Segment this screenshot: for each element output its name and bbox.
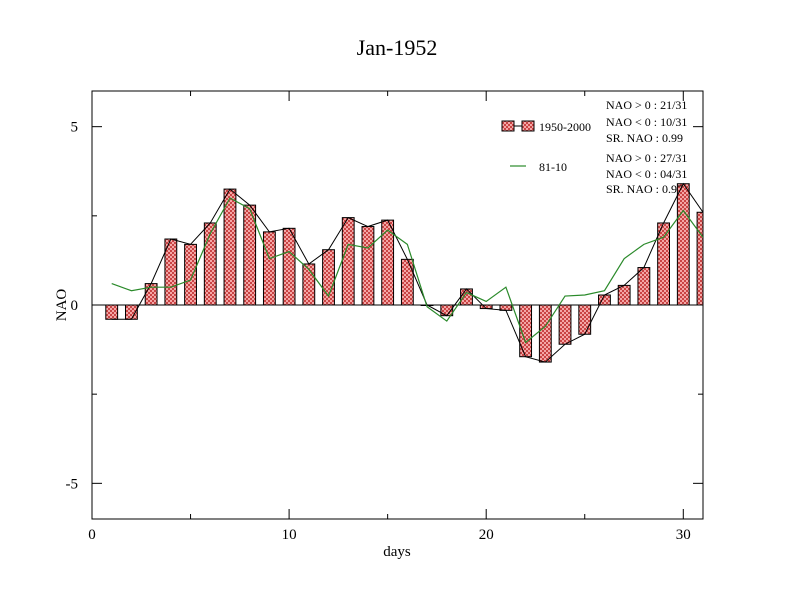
bars-series-1950-2000 xyxy=(105,183,704,363)
y-tick-label: -5 xyxy=(66,476,79,492)
stat-line: NAO < 0 : 10/31 xyxy=(606,115,687,129)
x-axis-label: days xyxy=(383,544,411,560)
bar-day-5 xyxy=(184,243,197,306)
stats-1950-2000: NAO > 0 : 21/31 NAO < 0 : 10/31 SR. NAO … xyxy=(606,98,687,145)
bar-day-27 xyxy=(617,284,631,306)
legend-label-1950-2000: 1950-2000 xyxy=(539,120,591,134)
bar-day-9 xyxy=(262,231,276,306)
stat-line: NAO > 0 : 21/31 xyxy=(606,98,687,112)
series-lines xyxy=(111,182,703,363)
chart-title: Jan-1952 xyxy=(357,35,438,60)
x-tick-label: 10 xyxy=(282,527,297,543)
stat-line: NAO > 0 : 27/31 xyxy=(606,151,687,165)
bar-day-30 xyxy=(676,183,690,306)
stat-line: SR. NAO : 0.99 xyxy=(606,131,683,145)
stat-line: SR. NAO : 0.97 xyxy=(606,182,683,196)
y-axis-label: NAO xyxy=(54,289,70,322)
series-line-81-10 xyxy=(111,197,703,344)
y-tick-label: 5 xyxy=(71,120,79,136)
legend: 1950-2000 81-10 xyxy=(501,120,591,174)
bar-day-23 xyxy=(538,304,552,363)
bar-day-31 xyxy=(696,211,704,306)
bar-day-13 xyxy=(341,217,355,306)
x-tick-label: 30 xyxy=(676,527,691,543)
bar-day-29 xyxy=(657,222,670,306)
bar-day-10 xyxy=(282,227,296,306)
x-tick-label: 0 xyxy=(88,527,96,543)
bar-day-28 xyxy=(637,267,651,306)
axis-ticks: 0 10 20 30 -5 0 5 xyxy=(66,91,703,543)
legend-label-81-10: 81-10 xyxy=(539,160,567,174)
bar-day-6 xyxy=(203,222,217,306)
legend-swatch-bar-right xyxy=(521,120,535,132)
bar-day-1 xyxy=(105,304,119,320)
legend-swatch-bar-left xyxy=(501,120,515,132)
x-tick-label: 20 xyxy=(479,527,494,543)
stats-81-10: NAO > 0 : 27/31 NAO < 0 : 04/31 SR. NAO … xyxy=(606,151,687,196)
bar-day-19 xyxy=(460,288,473,306)
y-tick-label: 0 xyxy=(71,298,79,314)
bar-day-25 xyxy=(578,304,592,335)
bar-day-24 xyxy=(558,304,572,345)
bar-day-14 xyxy=(361,226,375,306)
series-line-1950-2000 xyxy=(111,182,703,363)
stat-line: NAO < 0 : 04/31 xyxy=(606,167,687,181)
bar-day-16 xyxy=(400,258,414,306)
